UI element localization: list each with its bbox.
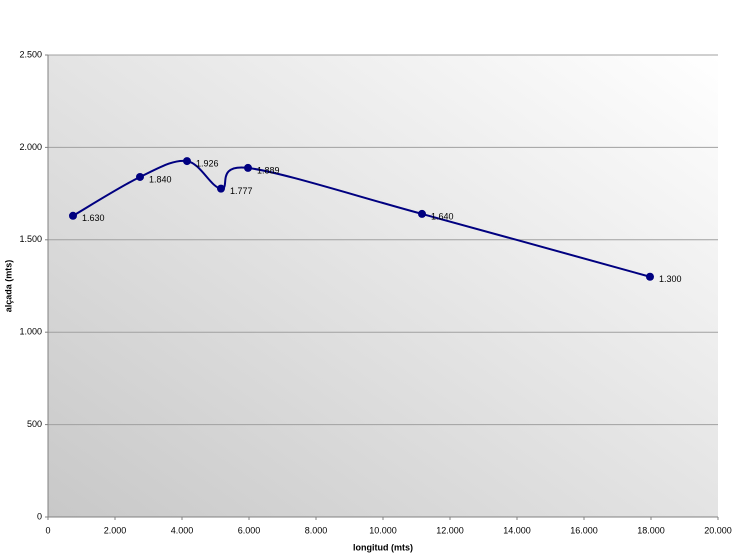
value-label: 1.926	[196, 158, 219, 168]
value-label: 1.640	[431, 211, 454, 221]
point	[243, 163, 252, 172]
point	[645, 272, 654, 281]
y-tick-label: 2.000	[19, 142, 42, 152]
x-tick-label: 20.000	[704, 525, 732, 535]
point	[216, 184, 225, 193]
x-tick-label: 12.000	[436, 525, 464, 535]
x-tick-label: 4.000	[171, 525, 194, 535]
x-tick-label: 0	[45, 525, 50, 535]
point	[182, 157, 191, 166]
x-tick-label: 18.000	[637, 525, 665, 535]
plot-area	[48, 55, 718, 517]
value-label: 1.840	[149, 174, 172, 184]
x-tick-label: 10.000	[369, 525, 397, 535]
x-tick-label: 6.000	[238, 525, 261, 535]
point	[135, 172, 144, 181]
y-tick-label: 500	[27, 419, 42, 429]
y-tick-label: 0	[37, 511, 42, 521]
value-label: 1.777	[230, 186, 253, 196]
y-tick-label: 2.500	[19, 49, 42, 59]
point	[417, 209, 426, 218]
y-axis-title: alçada (mts)	[3, 260, 13, 313]
line	[72, 159, 651, 278]
x-tick-label: 2.000	[104, 525, 127, 535]
value-label: 1.630	[82, 213, 105, 223]
y-tick-label: 1.500	[19, 234, 42, 244]
x-tick-label: 16.000	[570, 525, 598, 535]
point	[68, 211, 77, 220]
x-tick-label: 8.000	[305, 525, 328, 535]
value-label: 1.889	[257, 165, 280, 175]
value-label: 1.300	[659, 274, 682, 284]
x-tick-label: 14.000	[503, 525, 531, 535]
y-tick-label: 1.000	[19, 327, 42, 337]
x-axis-title: longitud (mts)	[353, 542, 413, 552]
